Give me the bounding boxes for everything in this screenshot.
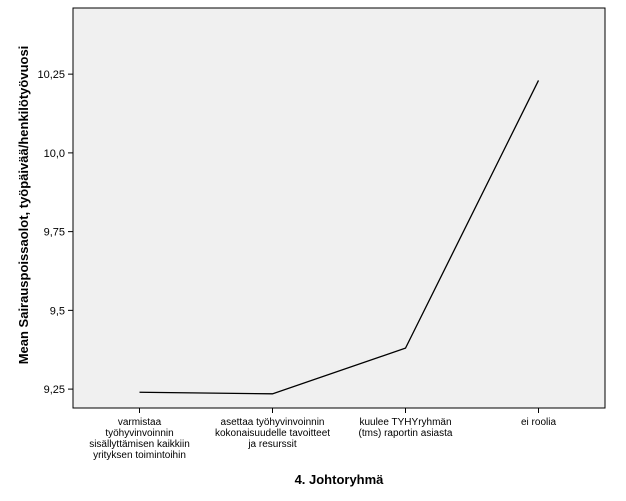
plot-area [72, 7, 606, 409]
y-tick-label: 9,25 [44, 384, 65, 396]
x-tick-label: kuulee TYHYryhmän (tms) raportin asiasta [359, 417, 453, 439]
x-tick-label: ei roolia [521, 417, 556, 428]
series-line [139, 80, 540, 395]
y-tick-label: 10,25 [37, 69, 65, 81]
y-axis-label: Mean Sairauspoissaolot, työpäivää/henkil… [16, 46, 31, 365]
x-tick-label: varmistaa työhyvinvoinnin sisällyttämisen … [89, 417, 190, 461]
chart-marks: 9,25 9,5 9,75 10,0 10,25 varmistaa työhyvinvoi… [37, 69, 556, 461]
y-tick-label: 10,0 [44, 148, 65, 160]
y-tick-label: 9,75 [44, 227, 65, 239]
y-tick-label: 9,5 [50, 305, 65, 317]
x-tick-label: asettaa työhyvinvoinnin kokonaisuudelle t… [215, 417, 330, 450]
x-axis-label: 4. Johtoryhmä [295, 472, 385, 487]
